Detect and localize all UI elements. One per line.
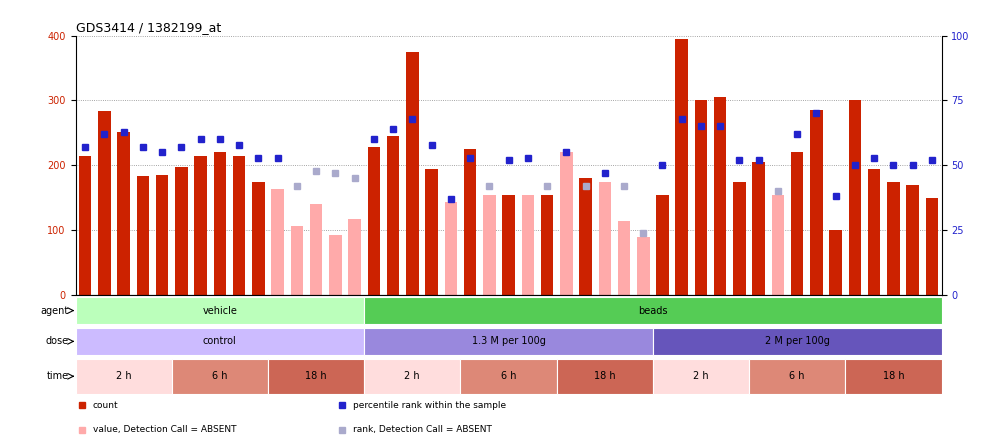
- Bar: [733, 182, 746, 295]
- Bar: [657, 194, 669, 295]
- Bar: [771, 194, 784, 295]
- Bar: [365, 328, 653, 355]
- Bar: [137, 176, 149, 295]
- Bar: [845, 359, 942, 394]
- Bar: [329, 235, 341, 295]
- Text: 1.3 M per 100g: 1.3 M per 100g: [471, 337, 546, 346]
- Text: 2 h: 2 h: [405, 371, 420, 381]
- Text: 2 h: 2 h: [116, 371, 132, 381]
- Bar: [368, 147, 380, 295]
- Bar: [560, 152, 573, 295]
- Text: 6 h: 6 h: [500, 371, 517, 381]
- Bar: [348, 218, 361, 295]
- Text: beads: beads: [638, 305, 668, 316]
- Bar: [365, 359, 460, 394]
- Bar: [637, 237, 650, 295]
- Bar: [653, 359, 749, 394]
- Bar: [252, 182, 265, 295]
- Bar: [906, 185, 919, 295]
- Bar: [676, 39, 688, 295]
- Text: vehicle: vehicle: [202, 305, 238, 316]
- Text: rank, Detection Call = ABSENT: rank, Detection Call = ABSENT: [352, 425, 491, 434]
- Bar: [483, 194, 495, 295]
- Bar: [76, 297, 365, 325]
- Bar: [653, 328, 942, 355]
- Bar: [752, 162, 765, 295]
- Text: count: count: [93, 401, 119, 410]
- Bar: [502, 194, 515, 295]
- Bar: [156, 175, 168, 295]
- Bar: [213, 152, 227, 295]
- Bar: [695, 100, 707, 295]
- Bar: [749, 359, 845, 394]
- Text: 2 h: 2 h: [693, 371, 709, 381]
- Bar: [460, 359, 557, 394]
- Text: control: control: [203, 337, 237, 346]
- Bar: [387, 136, 400, 295]
- Bar: [271, 189, 284, 295]
- Bar: [925, 198, 939, 295]
- Bar: [811, 110, 823, 295]
- Bar: [291, 226, 303, 295]
- Bar: [464, 149, 476, 295]
- Bar: [172, 359, 268, 394]
- Text: 18 h: 18 h: [305, 371, 327, 381]
- Bar: [444, 202, 457, 295]
- Bar: [98, 111, 111, 295]
- Bar: [522, 194, 534, 295]
- Bar: [233, 156, 246, 295]
- Text: agent: agent: [40, 305, 68, 316]
- Bar: [579, 178, 592, 295]
- Bar: [79, 155, 92, 295]
- Bar: [541, 194, 553, 295]
- Text: 6 h: 6 h: [789, 371, 805, 381]
- Bar: [714, 97, 726, 295]
- Text: 2 M per 100g: 2 M per 100g: [764, 337, 830, 346]
- Text: dose: dose: [45, 337, 68, 346]
- Bar: [406, 52, 419, 295]
- Bar: [425, 169, 438, 295]
- Bar: [310, 204, 322, 295]
- Bar: [790, 152, 804, 295]
- Bar: [557, 359, 653, 394]
- Text: time: time: [46, 371, 68, 381]
- Bar: [76, 359, 172, 394]
- Bar: [268, 359, 365, 394]
- Text: value, Detection Call = ABSENT: value, Detection Call = ABSENT: [93, 425, 237, 434]
- Bar: [617, 221, 630, 295]
- Bar: [194, 155, 206, 295]
- Bar: [76, 328, 365, 355]
- Bar: [598, 182, 611, 295]
- Bar: [365, 297, 942, 325]
- Bar: [849, 100, 861, 295]
- Bar: [887, 182, 899, 295]
- Text: 18 h: 18 h: [594, 371, 615, 381]
- Text: 6 h: 6 h: [212, 371, 228, 381]
- Text: 18 h: 18 h: [882, 371, 904, 381]
- Bar: [175, 166, 187, 295]
- Bar: [868, 169, 880, 295]
- Bar: [830, 230, 842, 295]
- Text: percentile rank within the sample: percentile rank within the sample: [352, 401, 506, 410]
- Text: GDS3414 / 1382199_at: GDS3414 / 1382199_at: [76, 21, 221, 34]
- Bar: [118, 131, 130, 295]
